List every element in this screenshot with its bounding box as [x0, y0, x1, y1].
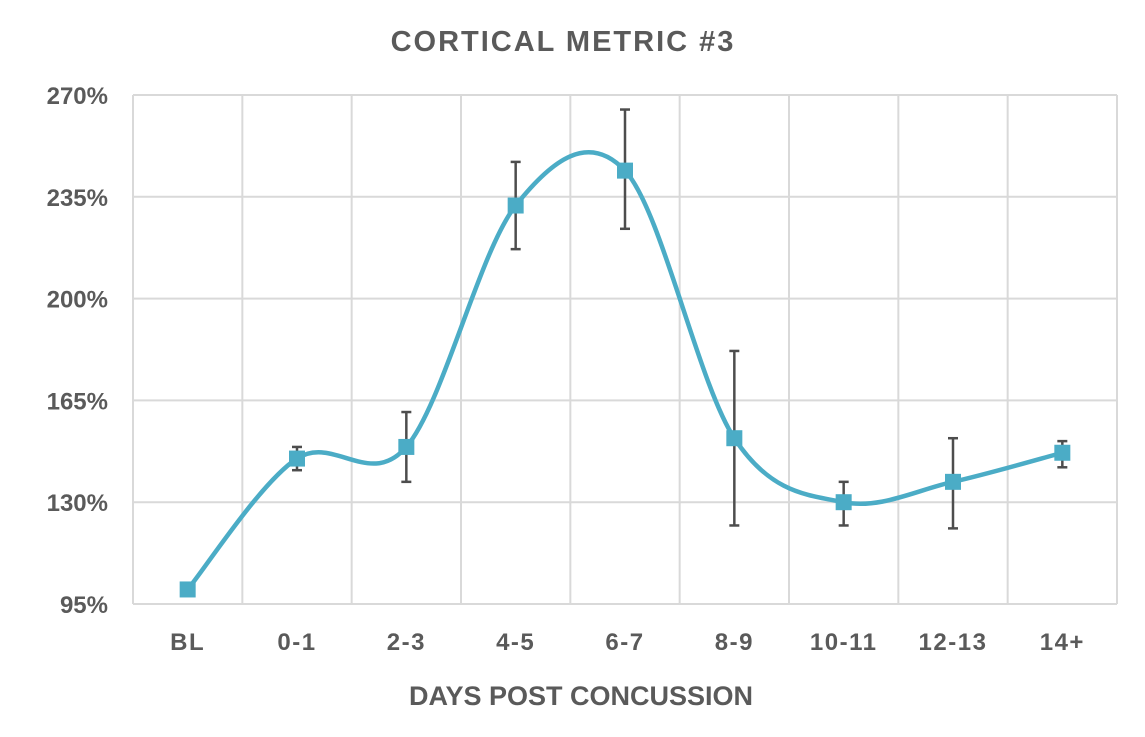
data-point: [1054, 444, 1071, 461]
x-tick-label: 14+: [1040, 629, 1085, 656]
y-tick-label: 95%: [60, 592, 108, 619]
data-point: [726, 430, 743, 447]
x-axis-ticks: BL 0-1 2-3 4-5 6-7 8-9 10-11 12-13 14+: [170, 629, 1085, 656]
data-point: [398, 438, 415, 455]
series-line: [185, 150, 1065, 592]
x-axis-label: DAYS POST CONCUSSION: [409, 681, 753, 711]
data-point: [179, 581, 196, 598]
x-tick-label: BL: [170, 629, 205, 656]
y-tick-label: 200%: [47, 287, 108, 314]
x-tick-label: 6-7: [605, 629, 644, 656]
data-markers: [179, 162, 1071, 598]
data-point: [507, 197, 524, 214]
chart-title: CORTICAL METRIC #3: [391, 26, 736, 58]
data-point: [835, 494, 852, 511]
x-tick-label: 8-9: [715, 629, 754, 656]
data-point: [945, 473, 961, 490]
x-tick-label: 2-3: [387, 629, 426, 656]
x-tick-label: 10-11: [810, 629, 878, 656]
y-axis-ticks: 95% 130% 165% 200% 235% 270%: [47, 83, 108, 619]
x-tick-label: 0-1: [277, 629, 316, 656]
y-tick-label: 235%: [47, 185, 108, 212]
data-point: [289, 450, 305, 467]
y-tick-label: 165%: [47, 388, 108, 415]
y-tick-label: 130%: [47, 490, 108, 517]
y-tick-label: 270%: [47, 83, 108, 110]
x-tick-label: 4-5: [496, 629, 535, 656]
data-point: [617, 162, 633, 179]
x-tick-label: 12-13: [919, 629, 988, 656]
